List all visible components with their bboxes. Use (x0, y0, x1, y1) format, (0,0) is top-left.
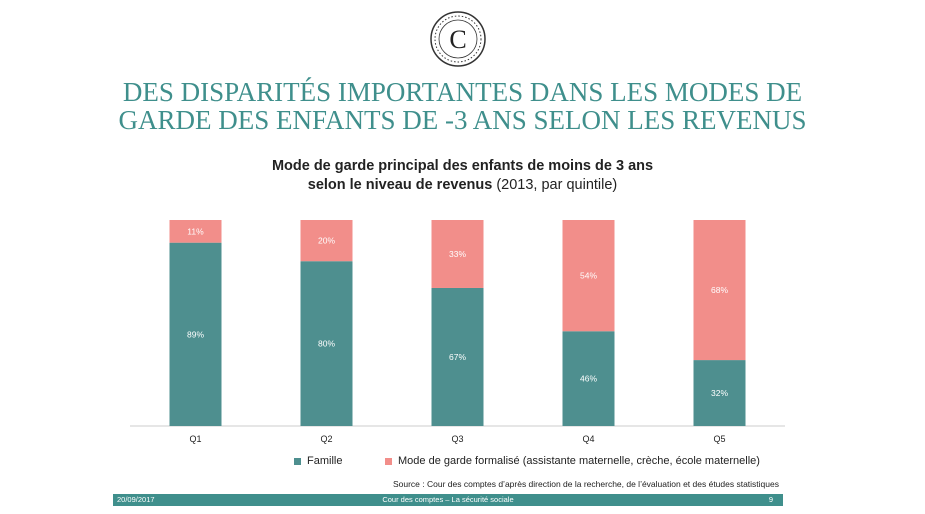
x-tick-label-q3: Q3 (451, 434, 463, 444)
bar-famille-q2 (300, 261, 353, 426)
legend-item-famille: Famille (294, 455, 342, 467)
bar-famille-q1 (169, 242, 222, 426)
x-tick-label-q2: Q2 (320, 434, 332, 444)
bar-formalise-q5 (693, 220, 746, 361)
legend-swatch-formalise (385, 457, 392, 465)
svg-text:C: C (449, 25, 466, 54)
slide-title-line-2: GARDE DES ENFANTS DE -3 ANS SELON LES RE… (118, 105, 807, 135)
bar-formalise-q4 (562, 220, 615, 332)
slide-title: DES DISPARITÉS IMPORTANTES DANS LES MODE… (0, 78, 925, 134)
cour-des-comptes-logo: C (429, 10, 487, 68)
data-label-famille-q4: 46% (580, 374, 597, 384)
data-label-formalise-q1: 11% (187, 226, 204, 236)
bar-formalise-q3 (431, 220, 484, 288)
bar-famille-q4 (562, 331, 615, 426)
data-label-formalise-q5: 68% (711, 285, 728, 295)
bar-formalise-q2 (300, 220, 353, 262)
legend-label-formalise: Mode de garde formalisé (assistante mate… (398, 455, 760, 467)
footer-bar: 20/09/2017 Cour des comptes – La sécurit… (113, 494, 783, 506)
data-label-formalise-q3: 33% (449, 249, 466, 259)
data-label-famille-q5: 32% (711, 388, 728, 398)
chart-title-line-1: Mode de garde principal des enfants de m… (271, 158, 654, 174)
bar-famille-q5 (693, 360, 746, 426)
chart-title: Mode de garde principal des enfants de m… (0, 157, 925, 195)
footer-page-number: 9 (768, 495, 773, 504)
x-tick-label-q5: Q5 (713, 434, 725, 444)
data-label-formalise-q2: 20% (318, 236, 335, 246)
chart-title-line-2-bold: selon le niveau de revenus (307, 177, 493, 193)
slide-title-line-1: DES DISPARITÉS IMPORTANTES DANS LES MODE… (122, 77, 803, 107)
footer-date: 20/09/2017 (117, 495, 155, 504)
data-label-famille-q2: 80% (318, 339, 335, 349)
data-label-famille-q1: 89% (187, 329, 204, 339)
source-note: Source : Cour des comptes d’après direct… (392, 479, 779, 489)
x-tick-label-q1: Q1 (189, 434, 201, 444)
chart-title-line-2-normal: (2013, par quintile) (492, 177, 618, 193)
x-tick-label-q4: Q4 (582, 434, 594, 444)
bar-famille-q3 (431, 287, 484, 426)
legend-label-famille: Famille (307, 455, 343, 467)
data-label-formalise-q4: 54% (580, 271, 597, 281)
data-label-famille-q3: 67% (449, 352, 466, 362)
legend-item-formalise: Mode de garde formalisé (assistante mate… (385, 455, 760, 467)
bar-formalise-q1 (169, 220, 222, 243)
legend-swatch-famille (294, 457, 301, 465)
footer-center-text: Cour des comptes – La sécurité sociale (382, 495, 514, 504)
